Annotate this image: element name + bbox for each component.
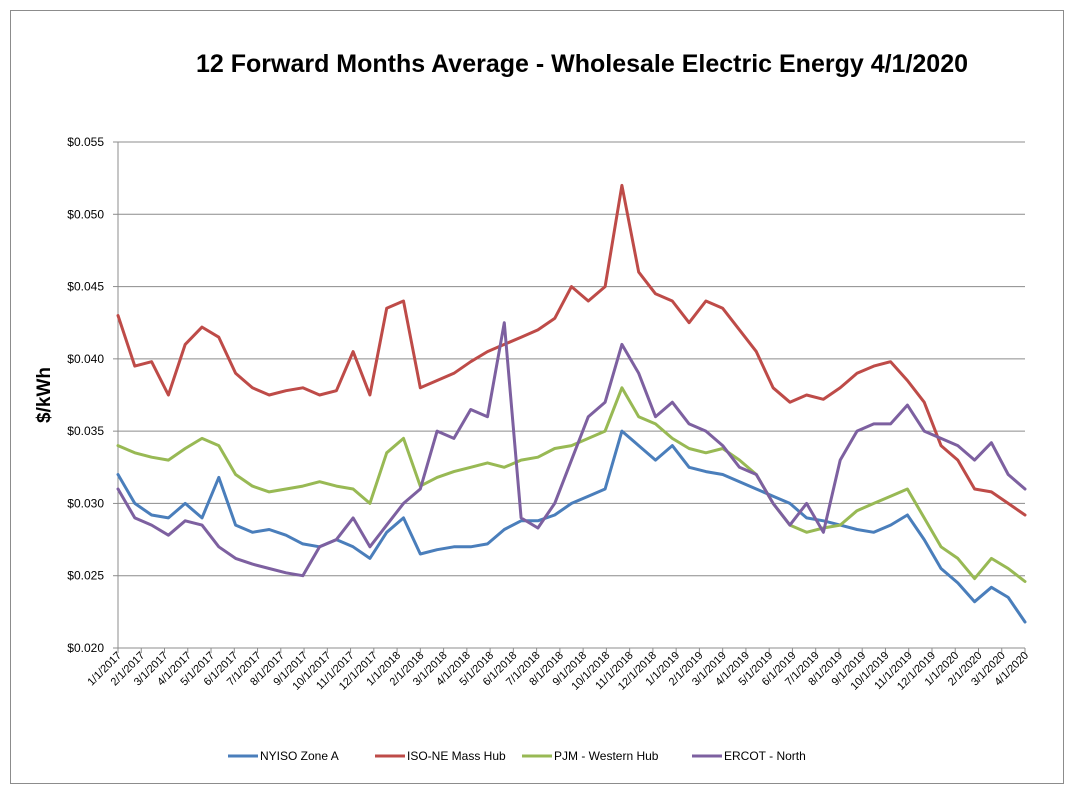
y-tick-label: $0.055: [67, 135, 104, 149]
y-tick-label: $0.035: [67, 424, 104, 438]
y-tick-labels: $0.020 $0.025 $0.030 $0.035 $0.040 $0.045 $0.0…: [67, 135, 104, 655]
y-tick-label: $0.030: [67, 496, 104, 510]
chart-frame: [10, 10, 1064, 784]
series-line-1: [116, 183, 1027, 517]
y-axis-label: $/kWh: [34, 367, 55, 423]
axes: [113, 141, 1026, 653]
y-tick-label: $0.045: [67, 280, 104, 294]
y-tick-label: $0.020: [67, 641, 104, 655]
series-line-3: [116, 321, 1027, 578]
series-line-0: [116, 429, 1027, 624]
legend: NYISO Zone A ISO-NE Mass Hub PJM - Western…: [228, 749, 806, 763]
legend-label: PJM - Western Hub: [554, 749, 659, 763]
series-lines: [116, 183, 1027, 624]
gridlines: [118, 141, 1025, 577]
chart-title: 12 Forward Months Average - Wholesale El…: [196, 50, 968, 78]
series-line-2: [116, 386, 1027, 583]
x-tick-labels: 1/1/20172/1/20173/1/20174/1/20175/1/2017…: [85, 650, 1031, 693]
y-tick-label: $0.040: [67, 352, 104, 366]
y-tick-label: $0.025: [67, 569, 104, 583]
legend-label: ERCOT - North: [724, 749, 806, 763]
legend-label: NYISO Zone A: [260, 749, 339, 763]
legend-label: ISO-NE Mass Hub: [407, 749, 506, 763]
y-tick-label: $0.050: [67, 207, 104, 221]
